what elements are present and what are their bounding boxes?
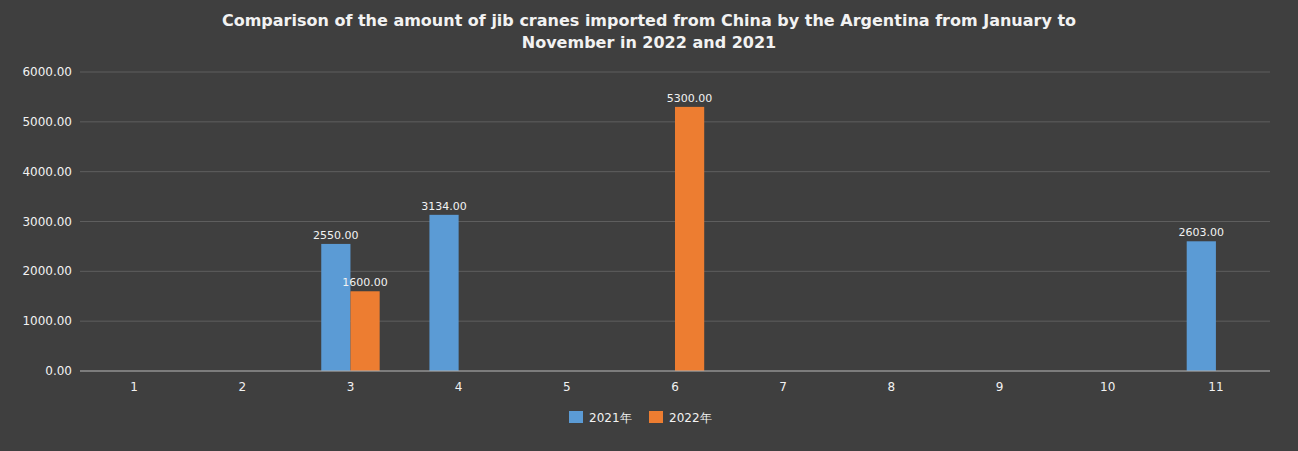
x-tick-label: 9	[996, 380, 1004, 394]
title-line: November in 2022 and 2021	[522, 33, 776, 52]
bar	[1187, 241, 1216, 371]
x-tick-label: 2	[238, 380, 246, 394]
x-axis-line	[80, 371, 1270, 372]
grid	[80, 72, 1270, 371]
chart: Comparison of the amount of jib cranes i…	[0, 0, 1298, 451]
data-label: 2550.00	[313, 229, 359, 242]
x-tick-label: 11	[1208, 380, 1223, 394]
background	[0, 0, 1298, 451]
x-tick-label: 8	[888, 380, 896, 394]
legend: 2021年 2022年	[569, 411, 712, 425]
legend-label: 2022年	[669, 411, 712, 425]
grid-line	[80, 72, 1270, 73]
x-tick-label: 5	[563, 380, 571, 394]
y-tick-label: 3000.00	[22, 215, 72, 229]
title: Comparison of the amount of jib cranes i…	[222, 11, 1076, 52]
y-tick-label: 2000.00	[22, 264, 72, 278]
legend-swatch	[569, 411, 583, 423]
title-line: Comparison of the amount of jib cranes i…	[222, 11, 1076, 30]
y-tick-label: 5000.00	[22, 115, 72, 129]
bars	[321, 107, 1216, 371]
y-tick-label: 6000.00	[22, 65, 72, 79]
y-tick-label: 1000.00	[22, 314, 72, 328]
bar	[321, 244, 350, 371]
y-tick-label: 0.00	[45, 364, 72, 378]
x-tick-label: 3	[347, 380, 355, 394]
data-label: 2603.00	[1179, 226, 1225, 239]
y-tick-label: 4000.00	[22, 165, 72, 179]
x-tick-label: 4	[455, 380, 463, 394]
x-tick-label: 6	[671, 380, 679, 394]
bar	[675, 107, 704, 371]
data-label: 1600.00	[342, 276, 388, 289]
data-label: 3134.00	[421, 200, 467, 213]
legend-swatch	[649, 411, 663, 423]
data-labels: 2550.00 3134.00 2603.00 1600.00 5300.00	[313, 92, 1224, 289]
x-tick-label: 7	[779, 380, 787, 394]
bar	[350, 291, 379, 371]
x-tick-label: 10	[1100, 380, 1115, 394]
page: {"chart_data": { "type": "bar", "title":…	[0, 0, 1298, 451]
data-label: 5300.00	[667, 92, 713, 105]
x-tick-label: 1	[130, 380, 138, 394]
legend-label: 2021年	[589, 411, 632, 425]
grid-line	[80, 371, 1270, 372]
bar	[429, 215, 458, 371]
